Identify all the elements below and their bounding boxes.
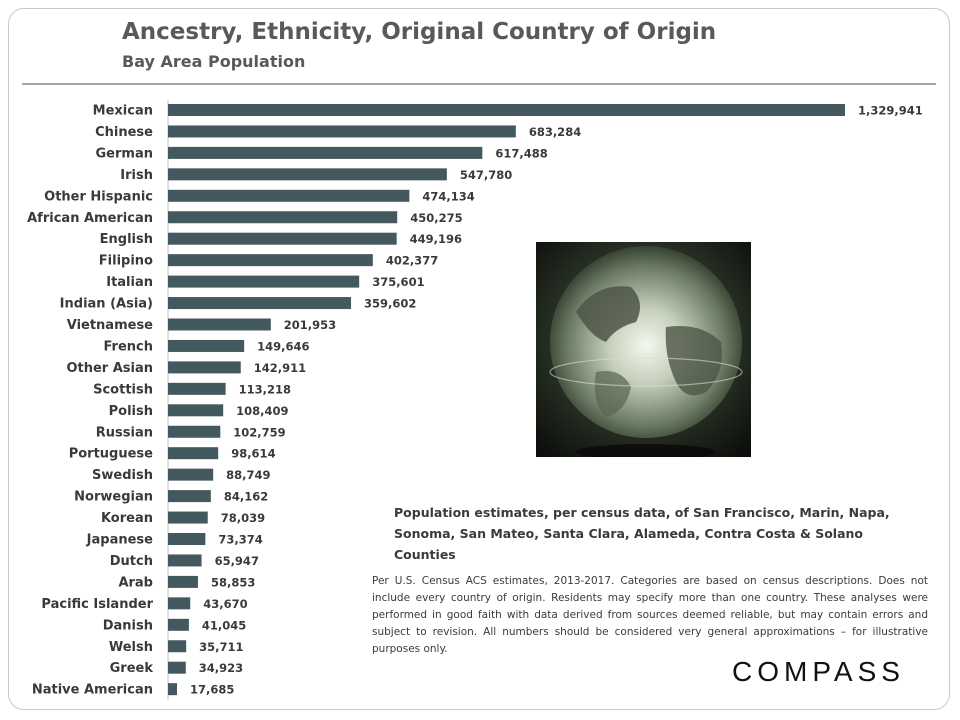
category-label: Dutch <box>110 554 153 569</box>
category-label: Polish <box>109 404 153 419</box>
category-label: Italian <box>106 275 153 290</box>
title-divider <box>22 83 936 85</box>
compass-logo: COMPASS <box>732 656 905 687</box>
value-label: 98,614 <box>231 447 275 461</box>
bar <box>168 275 360 288</box>
bar <box>168 104 845 116</box>
bar <box>168 211 398 224</box>
bar <box>168 125 516 138</box>
bar <box>168 146 483 159</box>
coverage-note: Population estimates, per census data, o… <box>394 502 914 565</box>
category-label: Greek <box>110 661 154 676</box>
value-label: 450,275 <box>410 211 462 225</box>
value-label: 108,409 <box>236 404 288 418</box>
value-label: 617,488 <box>495 146 547 160</box>
bar <box>168 297 352 310</box>
category-label: Korean <box>101 511 153 526</box>
value-label: 683,284 <box>529 125 581 139</box>
category-label: Other Asian <box>66 361 153 376</box>
bar <box>168 511 208 524</box>
value-label: 17,685 <box>190 683 234 697</box>
bar <box>168 683 178 696</box>
category-label: Native American <box>32 683 153 698</box>
category-label: English <box>100 232 153 247</box>
bar <box>168 618 189 631</box>
value-label: 58,853 <box>211 575 255 589</box>
value-label: 402,377 <box>386 254 438 268</box>
disclaimer-text: Per U.S. Census ACS estimates, 2013-2017… <box>372 575 928 655</box>
bar <box>168 382 226 395</box>
value-label: 547,780 <box>460 168 512 182</box>
bar <box>168 189 410 202</box>
value-label: 43,670 <box>203 597 247 611</box>
value-label: 41,045 <box>202 618 246 632</box>
value-label: 142,911 <box>254 361 306 375</box>
value-label: 102,759 <box>233 425 285 439</box>
value-label: 78,039 <box>221 511 265 525</box>
category-label: Mexican <box>93 104 153 119</box>
category-label: Filipino <box>99 254 153 269</box>
bar <box>168 254 373 267</box>
value-label: 359,602 <box>364 297 416 311</box>
category-label: Norwegian <box>74 490 153 505</box>
value-label: 73,374 <box>218 533 262 547</box>
bar <box>168 490 211 503</box>
category-label: Chinese <box>95 125 153 140</box>
category-label: African American <box>27 211 153 226</box>
bar <box>168 661 186 674</box>
category-label: Japanese <box>86 533 153 548</box>
category-label: Danish <box>103 618 153 633</box>
category-label: Arab <box>118 575 153 590</box>
bar <box>168 232 397 245</box>
category-label: Vietnamese <box>67 318 153 333</box>
bar <box>168 597 191 610</box>
category-label: Russian <box>96 425 153 440</box>
coverage-note-line-2: Sonoma, San Mateo, Santa Clara, Alameda,… <box>394 526 864 562</box>
category-label: Other Hispanic <box>44 189 153 204</box>
value-label: 449,196 <box>410 232 462 246</box>
category-label: Scottish <box>93 382 153 397</box>
value-label: 474,134 <box>422 189 474 203</box>
chart-title: Ancestry, Ethnicity, Original Country of… <box>122 19 717 45</box>
category-label: German <box>96 146 153 161</box>
bar <box>168 339 245 352</box>
value-label: 34,923 <box>199 661 243 675</box>
value-label: 201,953 <box>284 318 336 332</box>
bar <box>168 575 198 588</box>
category-label: Pacific Islander <box>41 597 153 612</box>
value-label: 375,601 <box>372 275 424 289</box>
bar <box>168 554 202 567</box>
value-label: 88,749 <box>226 468 270 482</box>
category-label: Welsh <box>109 640 153 655</box>
category-label: Portuguese <box>69 447 153 462</box>
bar <box>168 447 219 460</box>
category-label: Irish <box>120 168 153 183</box>
value-label: 65,947 <box>215 554 259 568</box>
category-label: French <box>104 339 154 354</box>
bar <box>168 168 447 181</box>
value-label: 113,218 <box>239 382 291 396</box>
value-label: 84,162 <box>224 490 268 504</box>
category-label: Swedish <box>92 468 153 483</box>
coverage-note-line-1: Population estimates, per census data, o… <box>394 505 890 520</box>
bar <box>168 361 241 374</box>
bar <box>168 425 221 438</box>
chart-subtitle: Bay Area Population <box>122 52 306 71</box>
value-label: 149,646 <box>257 339 309 353</box>
bar <box>168 533 206 545</box>
value-label: 1,329,941 <box>858 104 923 118</box>
bar <box>168 468 214 481</box>
category-label: Indian (Asia) <box>60 297 153 312</box>
bar <box>168 318 271 331</box>
bar <box>168 404 224 417</box>
glass-globe-image <box>536 242 751 460</box>
bar <box>168 640 187 653</box>
value-label: 35,711 <box>199 640 243 654</box>
slide-frame <box>8 8 950 710</box>
